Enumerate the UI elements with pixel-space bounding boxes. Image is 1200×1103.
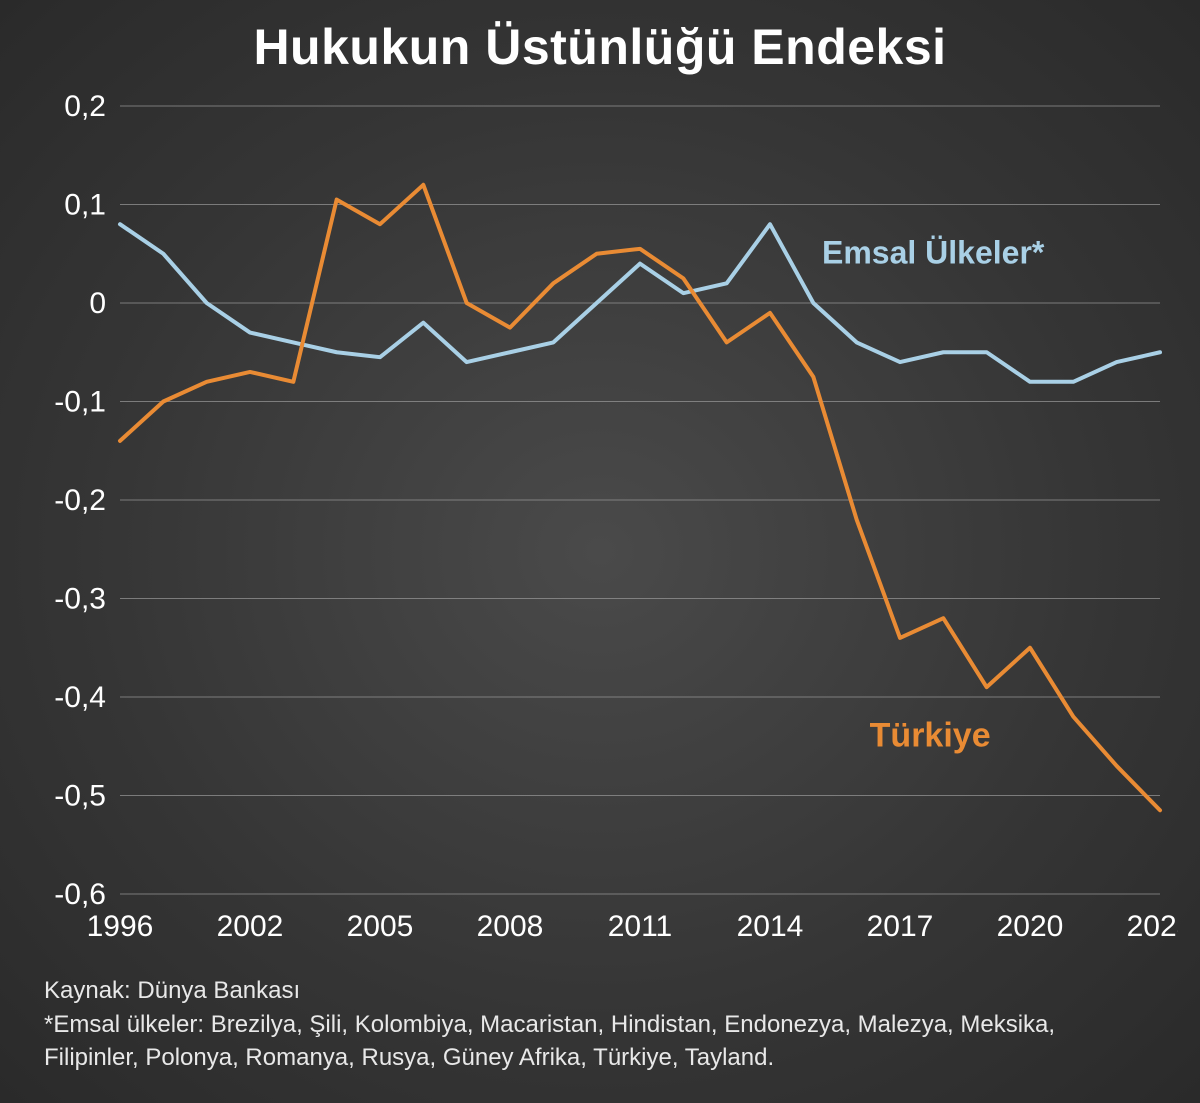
svg-text:2020: 2020	[997, 910, 1064, 943]
svg-text:Türkiye: Türkiye	[870, 716, 991, 754]
svg-text:2011: 2011	[608, 910, 673, 943]
svg-text:2002: 2002	[217, 910, 284, 943]
svg-text:2008: 2008	[477, 910, 544, 943]
footnote-text: *Emsal ülkeler: Brezilya, Şili, Kolombiy…	[44, 1008, 1156, 1075]
chart-container: -0,6 -0,5 -0,4 -0,3 -0,2 -0,1 0 0,1 0,2 1996 2002 2…	[28, 88, 1178, 958]
svg-text:2023: 2023	[1127, 910, 1178, 943]
svg-text:0: 0	[89, 287, 106, 320]
svg-text:2014: 2014	[737, 910, 804, 943]
svg-text:1996: 1996	[87, 910, 154, 943]
svg-text:2017: 2017	[867, 910, 934, 943]
line-chart: -0,6 -0,5 -0,4 -0,3 -0,2 -0,1 0 0,1 0,2 1996 2002 2…	[28, 88, 1178, 958]
chart-title: Hukukun Üstünlüğü Endeksi	[0, 18, 1200, 76]
svg-text:0,1: 0,1	[64, 189, 106, 222]
svg-text:2005: 2005	[347, 910, 414, 943]
svg-text:-0,3: -0,3	[54, 583, 106, 616]
svg-text:-0,5: -0,5	[54, 780, 106, 813]
svg-text:-0,1: -0,1	[54, 386, 106, 419]
chart-footer: Kaynak: Dünya Bankası *Emsal ülkeler: Br…	[44, 974, 1156, 1075]
svg-text:-0,6: -0,6	[54, 878, 106, 911]
svg-text:-0,4: -0,4	[54, 681, 106, 714]
svg-text:Emsal Ülkeler*: Emsal Ülkeler*	[822, 235, 1045, 271]
svg-text:0,2: 0,2	[64, 90, 106, 123]
svg-text:-0,2: -0,2	[54, 484, 106, 517]
source-text: Kaynak: Dünya Bankası	[44, 974, 1156, 1008]
